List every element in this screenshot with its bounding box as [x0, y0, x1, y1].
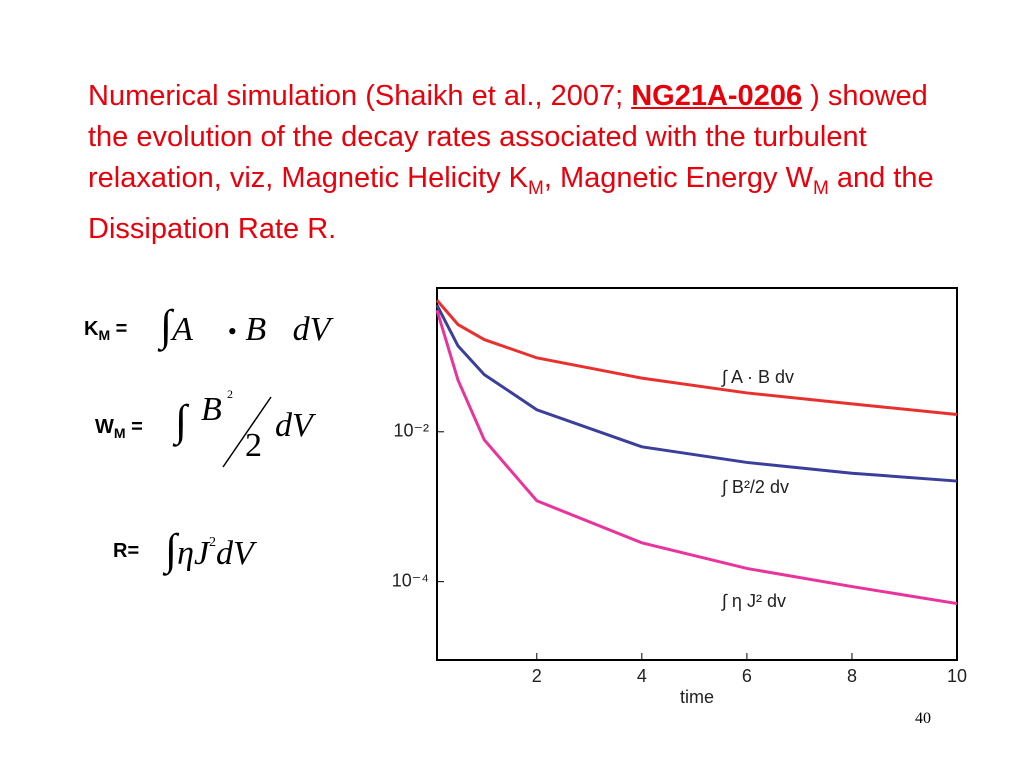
text: W — [95, 416, 114, 438]
y-tick-label: 10⁻² — [393, 421, 429, 441]
line-series — [435, 304, 958, 483]
symbol: dV — [216, 535, 254, 572]
plot-frame — [436, 287, 958, 661]
x-tick-label: 10 — [947, 666, 967, 686]
text: R — [113, 540, 128, 562]
series-label: ∫ B²/2 dv — [720, 477, 789, 497]
symbol: • — [227, 317, 237, 346]
symbol: η — [177, 535, 194, 572]
text: and the Dissipation Rate R. — [88, 162, 934, 245]
integral: ∫ — [165, 525, 178, 574]
symbol: dV — [292, 311, 331, 348]
text: = — [125, 416, 143, 438]
formula: ∫ B 2 2 dV — [175, 387, 335, 475]
text: = — [127, 540, 140, 562]
subscript: M — [113, 425, 126, 441]
link[interactable]: NG21A-0206 — [631, 80, 803, 112]
formula: ∫ηJ2dV — [165, 524, 254, 575]
subscript: M — [812, 177, 829, 199]
x-tick-label: 4 — [637, 666, 647, 686]
x-tick-label: 2 — [532, 666, 542, 686]
integral: ∫ — [175, 396, 188, 445]
x-tick-label: 6 — [742, 666, 752, 686]
integral: ∫ — [160, 301, 173, 350]
text: = — [110, 318, 128, 340]
line-series — [435, 309, 958, 606]
symbol: J — [193, 535, 210, 572]
text: K — [84, 318, 99, 340]
symbol: 2 — [209, 535, 217, 550]
subscript: M — [528, 177, 544, 199]
equation-label: KM = — [84, 318, 127, 343]
symbol: A⃗ — [172, 311, 220, 348]
x-axis-label: time — [680, 687, 714, 707]
series-label: ∫ A · B dv — [720, 367, 794, 387]
x-tick-label: 8 — [847, 666, 857, 686]
symbol: B⃗ — [245, 311, 293, 348]
subscript: M — [98, 327, 111, 343]
line-series — [435, 299, 958, 417]
y-tick-label: 10⁻⁴ — [392, 570, 429, 590]
text: Numerical simulation (Shaikh et al., 200… — [88, 80, 632, 112]
formula: ∫A⃗ • B⃗dV — [160, 300, 330, 351]
symbol: 2 — [245, 427, 262, 464]
equation-label: WM = — [95, 416, 143, 441]
symbol: dV — [275, 407, 313, 444]
text: ) showed the evolution of the decay rate… — [88, 80, 928, 194]
symbol: B — [201, 391, 222, 428]
fraction-slash — [222, 396, 272, 468]
text: , Magnetic Energy W — [543, 162, 813, 194]
equation-label: R= — [113, 540, 139, 563]
paragraph: Numerical simulation (Shaikh et al., 200… — [88, 76, 968, 250]
series-label: ∫ η J² dv — [720, 591, 786, 611]
page-number: 40 — [915, 710, 931, 727]
symbol: 2 — [227, 387, 233, 401]
